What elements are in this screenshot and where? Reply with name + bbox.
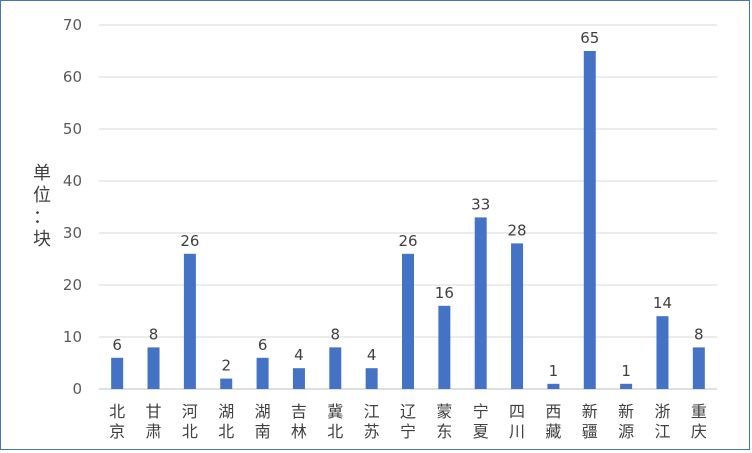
x-category-label: 河北 xyxy=(182,402,198,441)
x-category-label: 宁夏 xyxy=(473,402,489,441)
y-tick-label: 0 xyxy=(72,380,82,398)
data-label: 8 xyxy=(694,325,704,343)
data-label: 26 xyxy=(398,232,417,250)
data-label: 4 xyxy=(294,346,304,364)
x-category-label: 北京 xyxy=(109,402,125,441)
data-label: 6 xyxy=(112,336,122,354)
x-category-label: 吉林 xyxy=(291,402,307,441)
x-category-label: 冀北 xyxy=(327,402,343,441)
y-axis-title: 单位：块 xyxy=(33,163,51,250)
bar xyxy=(656,316,669,389)
bar xyxy=(547,383,560,389)
x-category-label: 湖南 xyxy=(255,402,271,441)
data-label: 4 xyxy=(367,346,377,364)
bar xyxy=(365,368,378,389)
bar xyxy=(183,253,196,389)
y-tick-label: 30 xyxy=(63,224,82,242)
x-category-label: 浙江 xyxy=(654,402,670,441)
bar xyxy=(583,51,596,389)
bar xyxy=(438,305,451,389)
bar xyxy=(292,368,305,389)
data-label: 1 xyxy=(549,362,559,380)
data-label: 14 xyxy=(653,294,672,312)
x-category-label: 新疆 xyxy=(582,402,598,441)
x-category-label: 蒙东 xyxy=(436,402,452,441)
y-axis-title: 单位：块 xyxy=(33,163,51,250)
data-label: 16 xyxy=(435,284,454,302)
bar xyxy=(620,383,633,389)
data-label: 8 xyxy=(331,325,341,343)
data-label: 28 xyxy=(508,221,527,239)
y-tick-label: 20 xyxy=(63,276,82,294)
bar xyxy=(692,347,705,389)
y-tick-label: 70 xyxy=(63,16,82,34)
data-label: 1 xyxy=(621,362,631,380)
y-tick-label: 40 xyxy=(63,172,82,190)
data-label: 6 xyxy=(258,336,268,354)
x-category-label: 甘肃 xyxy=(146,402,162,441)
x-category-label: 四川 xyxy=(509,402,525,441)
x-category-label: 江苏 xyxy=(364,402,380,441)
data-label: 2 xyxy=(221,357,231,375)
bar xyxy=(256,357,269,389)
bar xyxy=(220,378,233,389)
bar xyxy=(329,347,342,389)
data-label: 8 xyxy=(149,325,159,343)
y-tick-label: 60 xyxy=(63,68,82,86)
bar xyxy=(147,347,160,389)
x-category-label: 湖北 xyxy=(218,402,234,441)
bar xyxy=(402,253,414,389)
x-category-label: 重庆 xyxy=(691,402,707,441)
x-category-label: 西藏 xyxy=(545,402,561,441)
data-label: 65 xyxy=(580,29,599,47)
y-tick-label: 50 xyxy=(63,120,82,138)
bar xyxy=(111,357,124,389)
bar xyxy=(511,243,524,389)
x-category-label: 辽宁 xyxy=(400,402,416,441)
data-label: 26 xyxy=(180,232,199,250)
data-label: 33 xyxy=(471,195,490,213)
bar xyxy=(474,217,487,389)
y-axis-ticks: 0 10 20 30 40 50 60 70 xyxy=(63,16,82,398)
x-category-label: 新源 xyxy=(618,402,634,441)
y-tick-label: 10 xyxy=(63,328,82,346)
bars xyxy=(111,51,705,389)
